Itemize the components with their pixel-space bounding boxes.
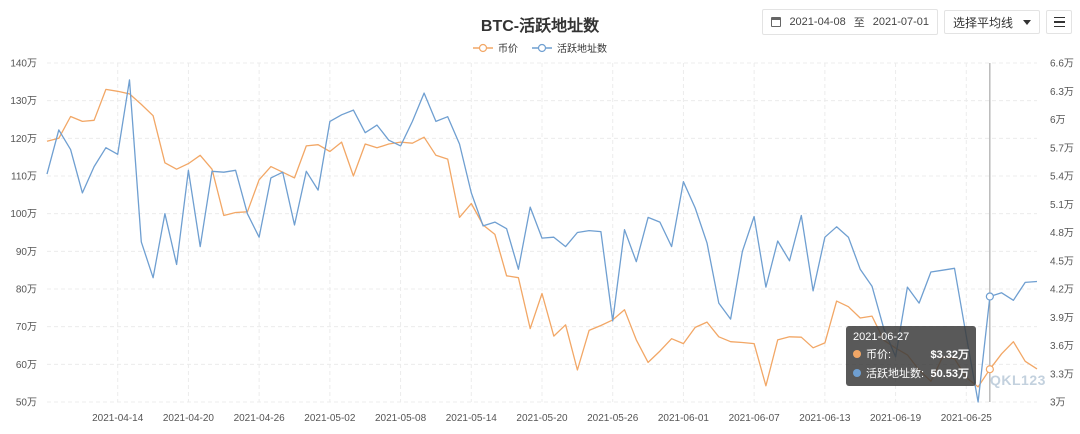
legend-addresses-icon	[532, 43, 552, 52]
legend-item-active-addresses[interactable]: 活跃地址数	[532, 40, 607, 55]
chart-legend: 币价 活跃地址数	[0, 40, 1080, 55]
moving-average-label: 选择平均线	[953, 15, 1014, 30]
legend-item-price[interactable]: 币价	[473, 40, 518, 55]
y-right-tick-label: 4.8万	[1050, 228, 1074, 239]
y-left-tick-label: 90万	[16, 247, 37, 258]
y-left-tick-label: 50万	[16, 398, 37, 409]
chart-toolbar: 2021-04-08 至 2021-07-01 选择平均线	[762, 9, 1072, 35]
chart-title: BTC-活跃地址数	[480, 18, 600, 35]
tooltip-price-label: 币价:	[866, 349, 892, 361]
watermark-logo: QKL123	[990, 372, 1046, 388]
tooltip-row-addresses: 活跃地址数: 50.53万	[853, 365, 969, 381]
legend-addresses-label: 活跃地址数	[557, 44, 607, 55]
chart-tooltip: 2021-06-27 币价: $3.32万 活跃地址数: 50.53万	[846, 326, 976, 386]
y-right-tick-label: 6万	[1050, 115, 1066, 126]
hover-point-price	[985, 365, 994, 374]
x-tick-label: 2021-05-20	[516, 413, 568, 424]
x-tick-label: 2021-06-07	[729, 413, 781, 424]
y-right-tick-label: 3.3万	[1050, 369, 1074, 380]
y-right-tick-label: 5.7万	[1050, 143, 1074, 154]
menu-icon	[1053, 16, 1065, 19]
chart-menu-button[interactable]	[1046, 10, 1072, 34]
y-right-tick-label: 6.3万	[1050, 87, 1074, 98]
y-right-tick-label: 6.6万	[1050, 59, 1074, 70]
y-right-tick-label: 4.2万	[1050, 285, 1074, 296]
y-left-tick-label: 140万	[10, 59, 37, 70]
y-right-tick-label: 5.1万	[1050, 200, 1074, 211]
x-tick-label: 2021-06-19	[870, 413, 922, 424]
x-tick-label: 2021-05-26	[587, 413, 639, 424]
tooltip-row-price: 币价: $3.32万	[853, 346, 969, 362]
tooltip-price-value: $3.32万	[930, 349, 969, 361]
date-end: 2021-07-01	[872, 16, 929, 28]
x-tick-label: 2021-06-25	[941, 413, 993, 424]
chevron-down-icon	[1023, 19, 1031, 25]
x-tick-label: 2021-05-02	[304, 413, 356, 424]
series-line-active-addresses	[46, 79, 1038, 403]
date-start: 2021-04-08	[789, 16, 846, 28]
y-left-tick-label: 80万	[16, 285, 37, 296]
tooltip-addresses-label: 活跃地址数:	[866, 368, 925, 380]
tooltip-price-dot	[853, 350, 861, 358]
x-tick-label: 2021-04-20	[163, 413, 215, 424]
hover-point-active-addresses	[985, 292, 994, 301]
y-right-tick-label: 3.9万	[1050, 313, 1074, 324]
tooltip-addresses-dot	[853, 369, 861, 377]
date-separator: 至	[853, 17, 865, 29]
x-tick-label: 2021-05-14	[446, 413, 498, 424]
y-left-tick-label: 130万	[10, 96, 37, 107]
series-line-price	[46, 88, 1038, 388]
calendar-icon	[771, 17, 782, 27]
tooltip-addresses-value: 50.53万	[930, 368, 969, 380]
moving-average-select[interactable]: 选择平均线	[944, 10, 1040, 34]
x-tick-label: 2021-04-26	[234, 413, 286, 424]
y-right-tick-label: 3万	[1050, 398, 1066, 409]
date-range-picker[interactable]: 2021-04-08 至 2021-07-01	[762, 9, 938, 35]
y-left-tick-label: 60万	[16, 360, 37, 371]
x-tick-label: 2021-05-08	[375, 413, 427, 424]
y-left-tick-label: 70万	[16, 322, 37, 333]
tooltip-date: 2021-06-27	[853, 331, 910, 343]
y-left-tick-label: 120万	[10, 134, 37, 145]
y-right-tick-label: 5.4万	[1050, 172, 1074, 183]
y-left-tick-label: 100万	[10, 209, 37, 220]
y-left-tick-label: 110万	[11, 172, 37, 183]
y-right-tick-label: 3.6万	[1050, 341, 1074, 352]
x-tick-label: 2021-06-13	[799, 413, 851, 424]
legend-price-icon	[473, 43, 493, 52]
x-tick-label: 2021-04-14	[92, 413, 144, 424]
x-tick-label: 2021-06-01	[658, 413, 710, 424]
legend-price-label: 币价	[498, 44, 518, 55]
y-right-tick-label: 4.5万	[1050, 256, 1074, 267]
